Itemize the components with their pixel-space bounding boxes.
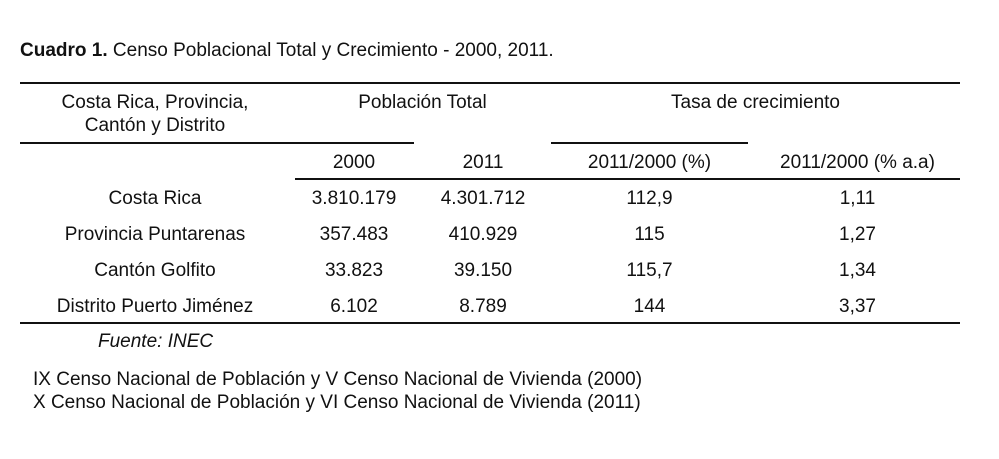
header-place-line1: Costa Rica, Provincia,: [61, 92, 249, 113]
subheader-2011: 2011: [462, 152, 504, 173]
table-caption: Cuadro 1. Censo Poblacional Total y Crec…: [20, 40, 554, 62]
row-puntarenas-growth-annual: 1,27: [839, 224, 876, 245]
row-puntarenas-growth-pct: 115: [634, 224, 665, 245]
header-growth: Tasa de crecimiento: [671, 92, 840, 113]
row-puerto-jimenez-2000: 6.102: [330, 296, 378, 317]
row-costa-rica-2000: 3.810.179: [311, 188, 397, 209]
row-golfito-2011: 39.150: [453, 260, 513, 281]
census-notes: IX Censo Nacional de Población y V Censo…: [33, 368, 642, 414]
header-population: Población Total: [358, 92, 487, 113]
row-puntarenas-2011: 410.929: [448, 224, 518, 245]
top-rule: [20, 82, 960, 84]
caption-label: Cuadro 1.: [20, 40, 108, 61]
header-place: Costa Rica, Provincia, Cantón y Distrito: [20, 91, 290, 137]
growth-header-rule: [551, 142, 748, 144]
subheader-rule: [295, 178, 960, 180]
header-place-line2: Cantón y Distrito: [84, 115, 226, 136]
row-puerto-jimenez-growth-pct: 144: [633, 296, 666, 317]
place-header-rule: [20, 142, 414, 144]
row-costa-rica-growth-annual: 1,11: [839, 188, 876, 209]
row-puntarenas-name: Provincia Puntarenas: [64, 224, 246, 245]
row-golfito-growth-pct: 115,7: [626, 260, 673, 281]
census-note-2011: X Censo Nacional de Población y VI Censo…: [33, 392, 641, 413]
subheader-growth-annual: 2011/2000 (% a.a): [780, 152, 935, 173]
census-note-2000: IX Censo Nacional de Población y V Censo…: [33, 369, 643, 390]
subheader-2000: 2000: [332, 152, 376, 173]
row-puerto-jimenez-growth-annual: 3,37: [839, 296, 876, 317]
row-puerto-jimenez-name: Distrito Puerto Jiménez: [56, 296, 254, 317]
row-puntarenas-2000: 357.483: [319, 224, 389, 245]
source-note: Fuente: INEC: [98, 331, 214, 352]
row-golfito-name: Cantón Golfito: [94, 260, 216, 281]
bottom-rule: [20, 322, 960, 324]
row-golfito-2000: 33.823: [324, 260, 384, 281]
row-costa-rica-growth-pct: 112,9: [626, 188, 673, 209]
row-costa-rica-name: Costa Rica: [108, 188, 202, 209]
row-golfito-growth-annual: 1,34: [839, 260, 876, 281]
row-puerto-jimenez-2011: 8.789: [459, 296, 507, 317]
caption-title: Censo Poblacional Total y Crecimiento - …: [112, 40, 554, 61]
subheader-growth-pct: 2011/2000 (%): [587, 152, 712, 173]
row-costa-rica-2011: 4.301.712: [440, 188, 526, 209]
